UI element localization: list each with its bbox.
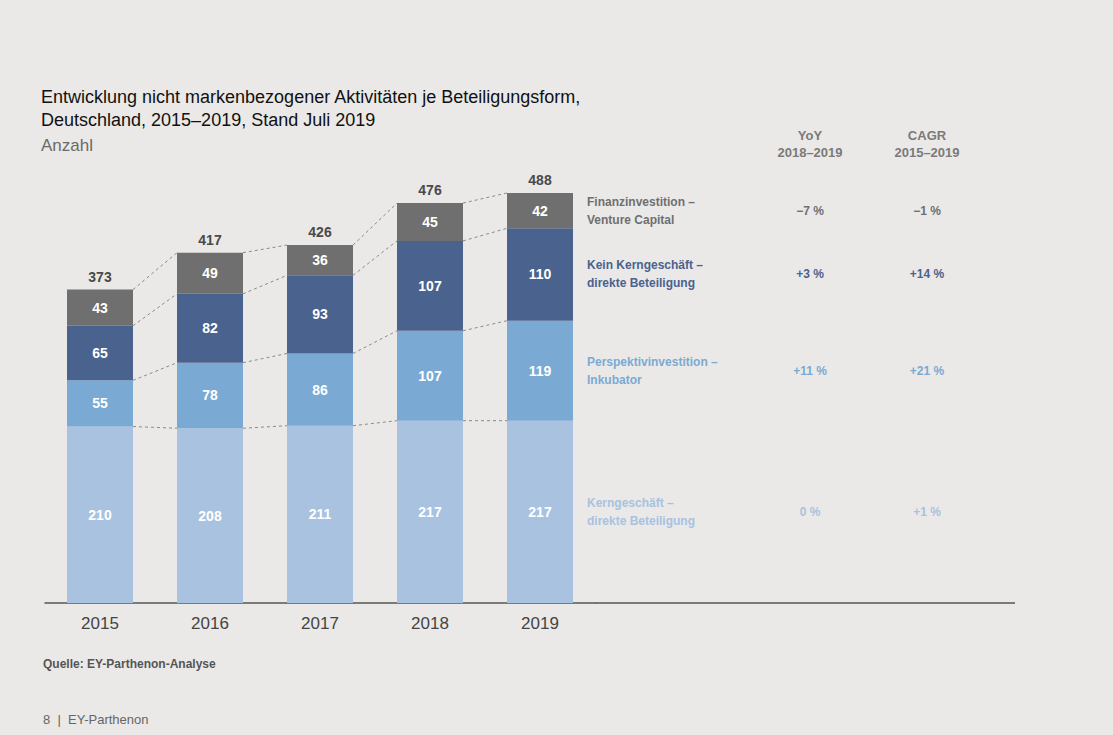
svg-text:42: 42 <box>532 203 548 219</box>
svg-text:direkte Beteiligung: direkte Beteiligung <box>587 276 695 290</box>
svg-text:Quelle: EY-Parthenon-Analyse: Quelle: EY-Parthenon-Analyse <box>43 657 216 671</box>
svg-text:+14 %: +14 % <box>910 267 945 281</box>
svg-text:373: 373 <box>88 269 112 285</box>
svg-text:36: 36 <box>312 252 328 268</box>
svg-text:Perspektivinvestition –: Perspektivinvestition – <box>587 355 718 369</box>
svg-text:2019: 2019 <box>521 614 559 633</box>
svg-text:49: 49 <box>202 265 218 281</box>
svg-text:Deutschland, 2015–2019, Stand: Deutschland, 2015–2019, Stand Juli 2019 <box>41 110 375 130</box>
svg-text:2018: 2018 <box>411 614 449 633</box>
svg-text:210: 210 <box>88 507 112 523</box>
svg-text:Anzahl: Anzahl <box>41 136 93 155</box>
svg-text:2015: 2015 <box>81 614 119 633</box>
svg-text:+3 %: +3 % <box>796 267 824 281</box>
svg-text:488: 488 <box>528 172 552 188</box>
svg-text:107: 107 <box>418 368 442 384</box>
svg-text:217: 217 <box>418 504 442 520</box>
svg-text:107: 107 <box>418 278 442 294</box>
svg-text:+11 %: +11 % <box>793 364 827 378</box>
svg-text:45: 45 <box>422 214 438 230</box>
svg-text:476: 476 <box>418 182 442 198</box>
svg-text:Entwicklung nicht markenbezoge: Entwicklung nicht markenbezogener Aktivi… <box>41 87 580 107</box>
svg-text:93: 93 <box>312 306 328 322</box>
svg-text:65: 65 <box>92 345 108 361</box>
svg-text:110: 110 <box>529 266 552 282</box>
svg-text:direkte Beteiligung: direkte Beteiligung <box>587 514 695 528</box>
svg-text:0 %: 0 % <box>800 505 821 519</box>
svg-text:86: 86 <box>312 382 328 398</box>
svg-text:2018–2019: 2018–2019 <box>777 145 842 160</box>
svg-text:82: 82 <box>202 320 218 336</box>
svg-text:8 | EY-Parthenon: 8 | EY-Parthenon <box>43 712 149 727</box>
svg-text:426: 426 <box>308 224 332 240</box>
svg-text:−7 %: −7 % <box>796 204 824 218</box>
svg-text:Kerngeschäft –: Kerngeschäft – <box>587 496 674 510</box>
svg-text:+21 %: +21 % <box>910 364 945 378</box>
svg-text:55: 55 <box>92 395 108 411</box>
svg-text:2017: 2017 <box>301 614 339 633</box>
svg-text:208: 208 <box>198 508 222 524</box>
svg-text:78: 78 <box>202 387 218 403</box>
svg-text:417: 417 <box>198 232 222 248</box>
svg-text:119: 119 <box>529 363 552 379</box>
svg-text:2015–2019: 2015–2019 <box>894 145 959 160</box>
svg-text:CAGR: CAGR <box>908 128 947 143</box>
svg-text:Inkubator: Inkubator <box>587 373 642 387</box>
svg-text:−1 %: −1 % <box>913 204 941 218</box>
svg-text:2016: 2016 <box>191 614 229 633</box>
svg-text:Finanzinvestition –: Finanzinvestition – <box>587 195 695 209</box>
svg-text:217: 217 <box>528 504 552 520</box>
svg-text:43: 43 <box>92 300 108 316</box>
svg-text:YoY: YoY <box>798 128 823 143</box>
svg-text:Venture Capital: Venture Capital <box>587 213 674 227</box>
svg-text:211: 211 <box>309 506 332 522</box>
svg-text:+1 %: +1 % <box>913 505 941 519</box>
svg-text:Kein Kerngeschäft –: Kein Kerngeschäft – <box>587 258 703 272</box>
